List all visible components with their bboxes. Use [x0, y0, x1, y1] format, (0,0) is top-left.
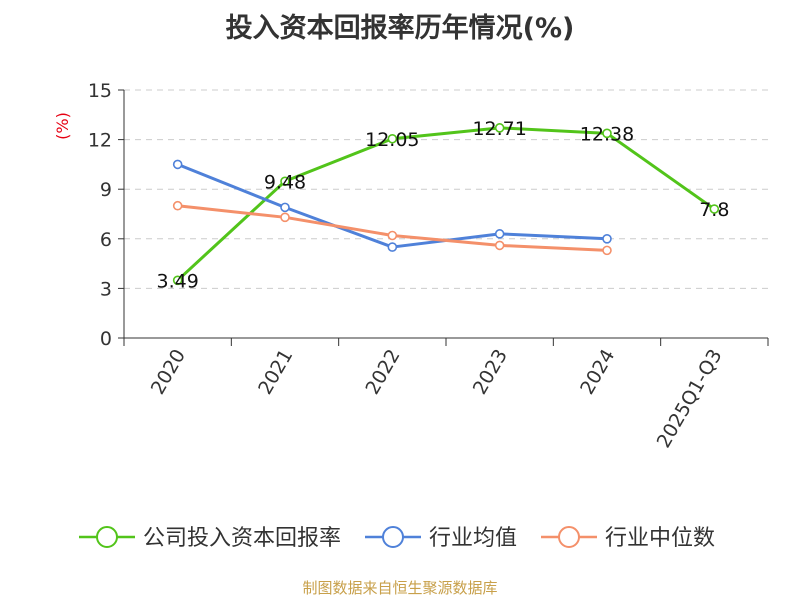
- data-label: 12.38: [580, 123, 634, 145]
- legend-label: 行业中位数: [605, 526, 715, 551]
- data-point: [602, 234, 612, 244]
- data-point: [172, 159, 183, 170]
- data-point: [280, 202, 290, 213]
- y-tick-label: 12: [88, 130, 112, 152]
- y-tick-label: 3: [100, 278, 112, 300]
- data-label: 9.48: [264, 171, 306, 193]
- legend-marker: [382, 526, 404, 548]
- y-tick-label: 15: [88, 80, 112, 102]
- data-point: [280, 176, 290, 187]
- data-label: 12.05: [365, 129, 419, 151]
- data-label: 12.71: [472, 118, 526, 140]
- x-tick-label: 2025Q1-Q3: [653, 346, 727, 452]
- data-point: [280, 212, 290, 223]
- legend-item: 行业均值: [365, 526, 517, 551]
- data-point: [387, 230, 398, 241]
- legend-label: 公司投入资本回报率: [143, 526, 341, 551]
- data-point: [602, 245, 612, 256]
- data-labels: 3.49 9.48 12.05 12.71 12.38 7.8: [157, 118, 730, 292]
- x-tick-label: 2023: [469, 345, 512, 398]
- x-tick-label: 2022: [361, 346, 404, 399]
- y-tick-label: 0: [100, 328, 112, 350]
- data-point: [709, 204, 720, 214]
- series-layer: [172, 123, 720, 286]
- series-line: [176, 126, 716, 282]
- data-point: [387, 242, 398, 252]
- data-label: 7.8: [699, 199, 729, 221]
- y-axis-unit-label: (%): [53, 112, 72, 140]
- y-tick-label: 6: [100, 229, 112, 251]
- grid-lines: [124, 89, 768, 289]
- legend: 公司投入资本回报率 行业均值 行业中位数: [79, 526, 715, 551]
- x-tick-label: 2020: [147, 346, 190, 399]
- data-point: [494, 240, 505, 251]
- source-note: 制图数据来自恒生聚源数据库: [302, 579, 498, 597]
- legend-item: 行业中位数: [541, 526, 715, 551]
- data-point: [602, 128, 612, 139]
- legend-marker: [558, 526, 580, 548]
- x-tick-label: 2021: [254, 346, 297, 399]
- y-tick-label: 9: [100, 179, 112, 201]
- data-point: [172, 200, 183, 211]
- x-tick-label: 2024: [576, 346, 619, 399]
- data-label: 3.49: [157, 270, 199, 292]
- legend-label: 行业均值: [429, 526, 517, 551]
- data-point: [494, 229, 505, 239]
- chart-title: 投入资本回报率历年情况(%): [225, 13, 575, 44]
- data-point: [494, 123, 505, 133]
- data-point: [172, 275, 183, 286]
- legend-item: 公司投入资本回报率: [79, 526, 341, 551]
- data-point: [387, 133, 398, 144]
- legend-marker: [96, 526, 118, 548]
